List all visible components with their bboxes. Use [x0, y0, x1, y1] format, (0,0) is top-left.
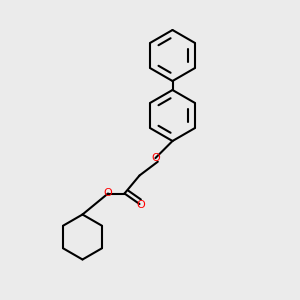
Text: O: O — [151, 153, 160, 163]
Text: O: O — [103, 188, 112, 198]
Text: O: O — [136, 200, 146, 210]
